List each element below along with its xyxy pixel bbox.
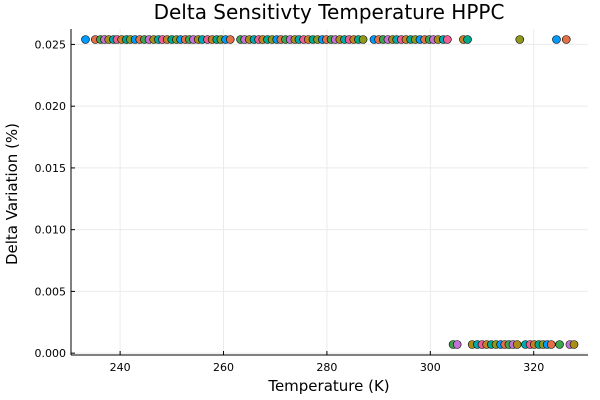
data-point (81, 35, 90, 44)
y-axis-label: Delta Variation (%) (3, 123, 21, 265)
data-point (452, 340, 462, 349)
grid (71, 29, 588, 355)
x-tick-label: 280 (316, 361, 337, 374)
axes (70, 29, 588, 356)
data-point (443, 35, 452, 44)
x-tick-label: 300 (420, 361, 441, 374)
chart-title: Delta Sensitivty Temperature HPPC (154, 0, 505, 24)
y-tick-label: 0.005 (35, 285, 67, 298)
x-tick-label: 320 (523, 361, 544, 374)
data-point (358, 35, 368, 44)
y-tick-label: 0.010 (35, 224, 67, 237)
x-tick-label: 260 (213, 361, 234, 374)
data-points (81, 35, 579, 349)
data-point (555, 340, 564, 349)
data-point (515, 35, 525, 44)
data-point (225, 35, 235, 44)
x-axis-label: Temperature (K) (267, 377, 389, 395)
ticks: 240 260 280 300 320 0.000 0.005 0.010 0.015 0.020… (35, 38, 545, 374)
data-point (463, 35, 472, 44)
y-tick-label: 0.025 (35, 38, 67, 51)
data-point (569, 340, 579, 349)
x-tick-label: 240 (110, 361, 131, 374)
y-tick-label: 0.020 (35, 100, 67, 113)
y-tick-label: 0.015 (35, 162, 67, 175)
data-point (512, 340, 522, 349)
data-point (546, 340, 556, 349)
data-point (561, 35, 571, 44)
y-tick-label: 0.000 (35, 347, 67, 360)
data-point (552, 35, 561, 44)
